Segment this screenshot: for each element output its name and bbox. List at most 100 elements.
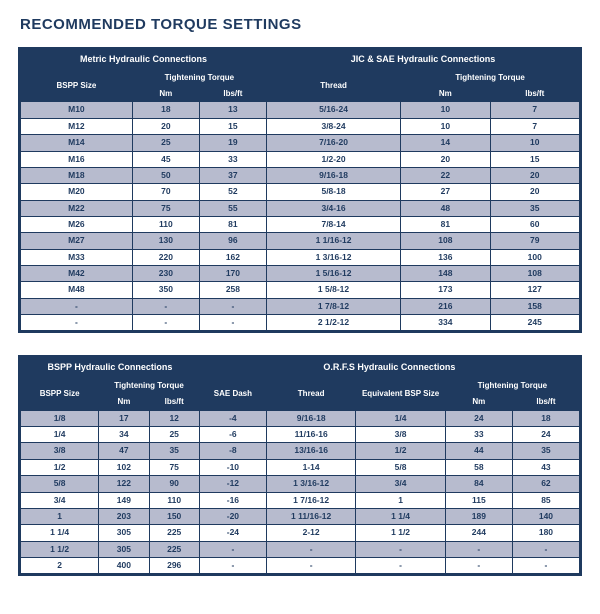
cell-size: 2 bbox=[21, 557, 99, 573]
cell-sae: -6 bbox=[199, 427, 266, 443]
cell-eq: 1 1/2 bbox=[356, 525, 445, 541]
cell-nm2: 115 bbox=[445, 492, 512, 508]
table-row: M27130961 1/16-1210879 bbox=[21, 233, 580, 249]
cell-thread: 1 3/16-12 bbox=[266, 476, 355, 492]
cell-nm: 110 bbox=[132, 216, 199, 232]
cell-thread: 1 11/16-12 bbox=[266, 508, 355, 524]
t2-right-title: O.R.F.S Hydraulic Connections bbox=[199, 358, 579, 379]
cell-lbs: 15 bbox=[199, 118, 266, 134]
cell-size: M12 bbox=[21, 118, 133, 134]
table-row: M1220153/8-24107 bbox=[21, 118, 580, 134]
cell-nm: - bbox=[132, 298, 199, 314]
table-row: M1018135/16-24107 bbox=[21, 102, 580, 118]
cell-eq: - bbox=[356, 557, 445, 573]
cell-lbs2: 62 bbox=[512, 476, 579, 492]
table-row: 5/812290-121 3/16-123/48462 bbox=[21, 476, 580, 492]
cell-lbs2: 127 bbox=[490, 282, 579, 298]
cell-lbs2: 79 bbox=[490, 233, 579, 249]
cell-size: 1/2 bbox=[21, 459, 99, 475]
t1-nm-l: Nm bbox=[132, 86, 199, 102]
cell-lbs2: 7 bbox=[490, 118, 579, 134]
cell-sae: -4 bbox=[199, 410, 266, 426]
cell-nm: 34 bbox=[99, 427, 149, 443]
t2-nm-r: Nm bbox=[445, 394, 512, 410]
cell-eq: 3/8 bbox=[356, 427, 445, 443]
t2-tt-label-r: Tightening Torque bbox=[445, 379, 579, 395]
cell-size: M26 bbox=[21, 216, 133, 232]
cell-nm2: 216 bbox=[401, 298, 490, 314]
cell-lbs2: 180 bbox=[512, 525, 579, 541]
cell-lbs: 35 bbox=[149, 443, 199, 459]
t2-thread-label: Thread bbox=[266, 379, 355, 411]
cell-nm2: 20 bbox=[401, 151, 490, 167]
table-row: M1645331/2-202015 bbox=[21, 151, 580, 167]
t2-equiv-label: Equivalent BSP Size bbox=[356, 379, 445, 411]
cell-size: 1 1/2 bbox=[21, 541, 99, 557]
cell-size: M16 bbox=[21, 151, 133, 167]
table-row: M1850379/16-182220 bbox=[21, 167, 580, 183]
page-title: RECOMMENDED TORQUE SETTINGS bbox=[20, 16, 582, 33]
cell-nm: 25 bbox=[132, 135, 199, 151]
cell-thread: 3/4-16 bbox=[266, 200, 400, 216]
cell-nm: 220 bbox=[132, 249, 199, 265]
cell-eq: 1/4 bbox=[356, 410, 445, 426]
cell-nm: - bbox=[132, 314, 199, 330]
cell-lbs: 33 bbox=[199, 151, 266, 167]
cell-nm: 149 bbox=[99, 492, 149, 508]
cell-size: 1/8 bbox=[21, 410, 99, 426]
t1-tt-label-l: Tightening Torque bbox=[132, 70, 266, 86]
cell-lbs2: 140 bbox=[512, 508, 579, 524]
cell-lbs: 19 bbox=[199, 135, 266, 151]
cell-eq: 1 bbox=[356, 492, 445, 508]
cell-nm2: 24 bbox=[445, 410, 512, 426]
table-row: 1 1/4305225-242-121 1/2244180 bbox=[21, 525, 580, 541]
cell-nm: 75 bbox=[132, 200, 199, 216]
table-row: M422301701 5/16-12148108 bbox=[21, 265, 580, 281]
cell-thread: 9/16-18 bbox=[266, 167, 400, 183]
t2-lbs-r: lbs/ft bbox=[512, 394, 579, 410]
t1-left-title: Metric Hydraulic Connections bbox=[21, 50, 267, 71]
table-row: 1/43425-611/16-163/83324 bbox=[21, 427, 580, 443]
cell-nm2: 334 bbox=[401, 314, 490, 330]
cell-lbs: 96 bbox=[199, 233, 266, 249]
torque-table-1: Metric Hydraulic Connections JIC & SAE H… bbox=[18, 47, 582, 333]
cell-sae: - bbox=[199, 541, 266, 557]
cell-thread: 1 7/16-12 bbox=[266, 492, 355, 508]
cell-lbs2: 60 bbox=[490, 216, 579, 232]
t2-sae-label: SAE Dash bbox=[199, 379, 266, 411]
cell-nm2: 58 bbox=[445, 459, 512, 475]
cell-thread: 13/16-16 bbox=[266, 443, 355, 459]
cell-lbs: 170 bbox=[199, 265, 266, 281]
cell-thread: 9/16-18 bbox=[266, 410, 355, 426]
cell-nm: 50 bbox=[132, 167, 199, 183]
cell-size: 3/8 bbox=[21, 443, 99, 459]
cell-size: 1 1/4 bbox=[21, 525, 99, 541]
cell-lbs2: 245 bbox=[490, 314, 579, 330]
table-row: M26110817/8-148160 bbox=[21, 216, 580, 232]
cell-sae: -12 bbox=[199, 476, 266, 492]
cell-lbs2: 108 bbox=[490, 265, 579, 281]
t1-lbs-l: lbs/ft bbox=[199, 86, 266, 102]
cell-nm2: 84 bbox=[445, 476, 512, 492]
cell-lbs: - bbox=[199, 314, 266, 330]
cell-nm2: 189 bbox=[445, 508, 512, 524]
cell-lbs2: 85 bbox=[512, 492, 579, 508]
cell-size: M20 bbox=[21, 184, 133, 200]
cell-lbs2: 35 bbox=[512, 443, 579, 459]
cell-sae: -8 bbox=[199, 443, 266, 459]
cell-thread: - bbox=[266, 557, 355, 573]
cell-lbs2: 20 bbox=[490, 167, 579, 183]
t1-tt-label-r: Tightening Torque bbox=[401, 70, 580, 86]
cell-eq: 1 1/4 bbox=[356, 508, 445, 524]
cell-eq: 5/8 bbox=[356, 459, 445, 475]
cell-thread: 1 7/8-12 bbox=[266, 298, 400, 314]
cell-size: M10 bbox=[21, 102, 133, 118]
t1-right-title: JIC & SAE Hydraulic Connections bbox=[266, 50, 579, 71]
cell-lbs2: 24 bbox=[512, 427, 579, 443]
cell-nm2: 27 bbox=[401, 184, 490, 200]
cell-eq: 1/2 bbox=[356, 443, 445, 459]
t1-lbs-r: lbs/ft bbox=[490, 86, 579, 102]
cell-nm2: 10 bbox=[401, 102, 490, 118]
t1-thread-label: Thread bbox=[266, 70, 400, 102]
cell-lbs: 13 bbox=[199, 102, 266, 118]
